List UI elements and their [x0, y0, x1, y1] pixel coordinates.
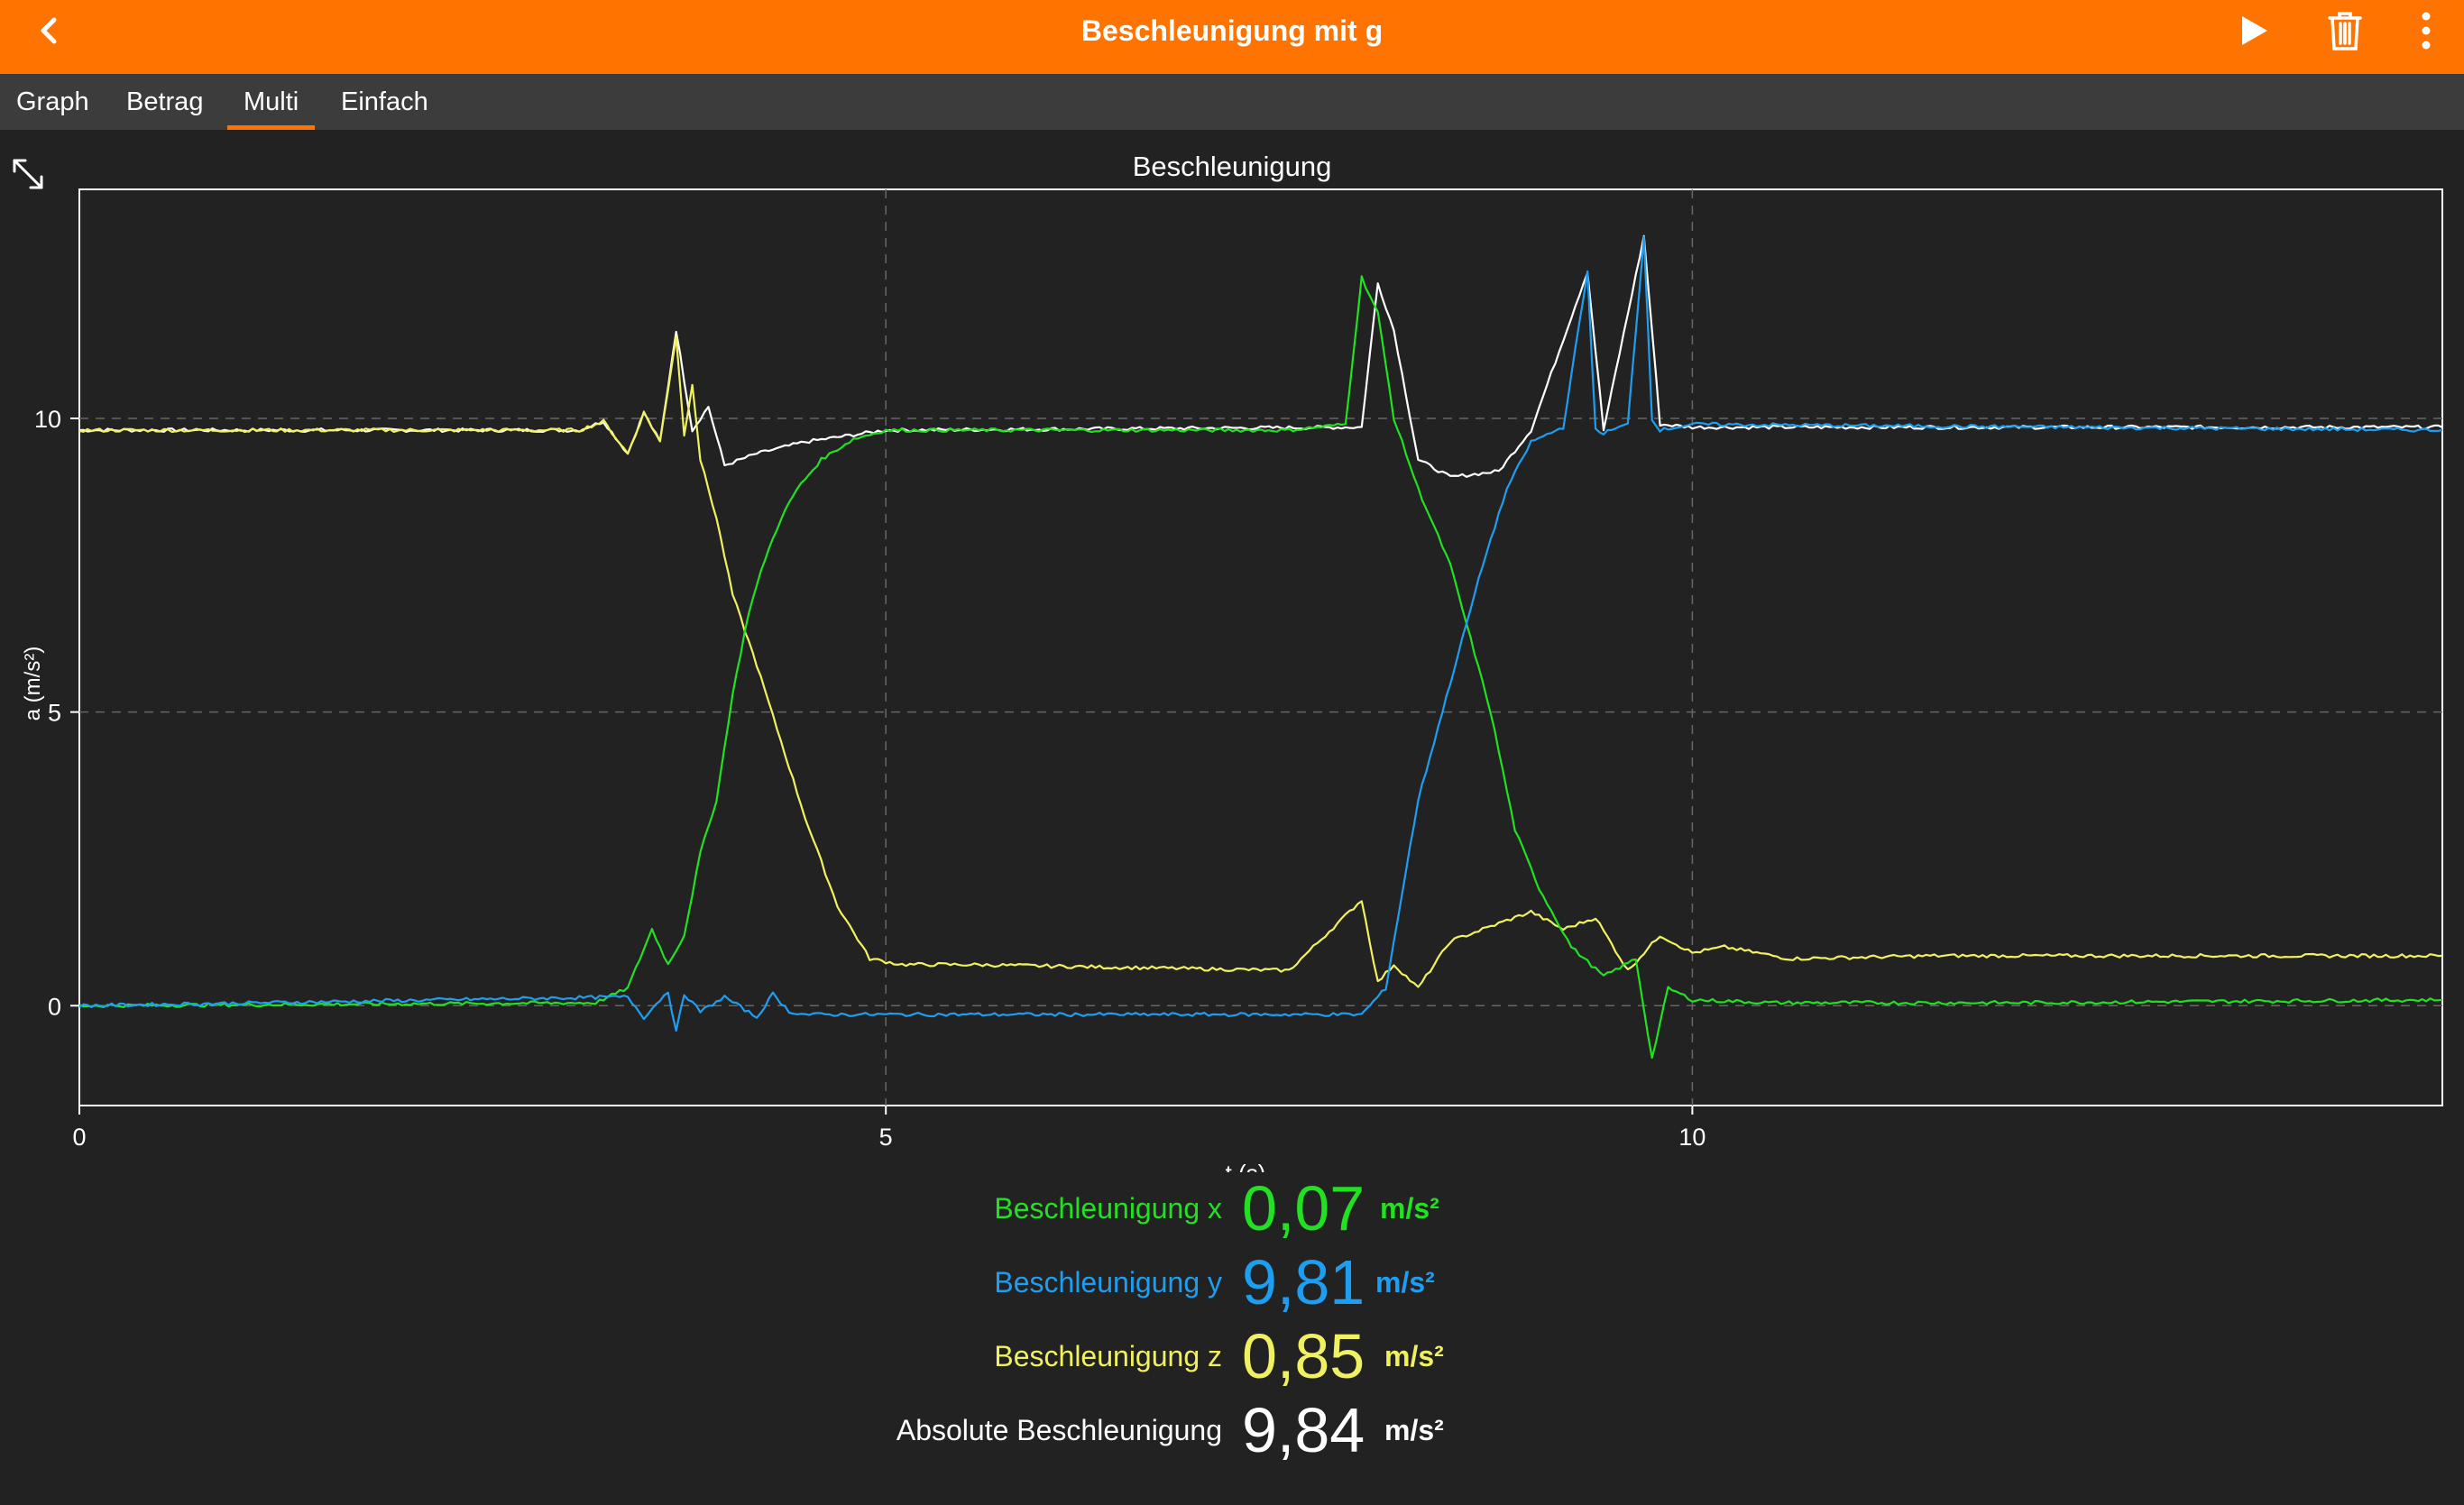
series-line-3 [79, 234, 2442, 478]
x-tick-label: 5 [879, 1124, 893, 1151]
readout-value: 9,81 [1242, 1247, 1365, 1317]
tab-bar: Graph Betrag Multi Einfach [0, 74, 2464, 130]
trash-icon[interactable] [2321, 7, 2368, 54]
readout-value: 0,85 [1242, 1321, 1365, 1391]
x-tick-label: 10 [1678, 1124, 1705, 1151]
readout-abs: Absolute Beschleunigung 9,84 m/s² [0, 1394, 2464, 1466]
readout-value: 9,84 [1242, 1395, 1365, 1465]
more-vertical-icon[interactable] [2403, 7, 2450, 54]
x-axis-label: t (s) [1226, 1160, 1266, 1172]
chevron-left-icon[interactable] [25, 7, 72, 54]
chart-title: Beschleunigung [1132, 151, 1332, 182]
readout-unit: m/s² [1380, 1192, 1439, 1225]
readout-label: Beschleunigung x [994, 1192, 1222, 1225]
readout-unit: m/s² [1375, 1266, 1435, 1299]
play-icon[interactable] [2230, 7, 2276, 54]
readout-label: Absolute Beschleunigung [896, 1414, 1222, 1446]
page-title: Beschleunigung mit g [1080, 14, 1384, 47]
series-line-2 [79, 335, 2442, 988]
readout-y: Beschleunigung y 9,81 m/s² [0, 1246, 2464, 1318]
expand-icon[interactable] [9, 155, 47, 193]
y-tick-label: 0 [48, 993, 61, 1020]
app-header: Beschleunigung mit g [0, 0, 2464, 74]
readout-x: Beschleunigung x 0,07 m/s² [0, 1172, 2464, 1244]
readout-unit: m/s² [1384, 1414, 1444, 1446]
plot-frame [78, 188, 2443, 1106]
readout-label: Beschleunigung y [994, 1266, 1222, 1299]
series-line-1 [79, 235, 2442, 1032]
x-tick-label: 0 [72, 1124, 86, 1151]
acceleration-chart[interactable]: 0 5 10 0 5 10 t (s) a (m/s²) [0, 180, 2464, 1172]
readout-z: Beschleunigung z 0,85 m/s² [0, 1320, 2464, 1392]
y-tick-label: 10 [34, 406, 61, 433]
tab-einfach[interactable]: Einfach [341, 87, 428, 116]
tab-multi[interactable]: Multi [227, 74, 316, 130]
readout-unit: m/s² [1384, 1340, 1444, 1372]
tab-betrag[interactable]: Betrag [126, 87, 204, 116]
readout-value: 0,07 [1242, 1173, 1365, 1243]
y-axis-label: a (m/s²) [21, 647, 45, 721]
tab-graph[interactable]: Graph [16, 87, 89, 116]
series-line-0 [79, 275, 2442, 1060]
y-tick-label: 5 [48, 700, 61, 727]
readout-label: Beschleunigung z [994, 1340, 1222, 1372]
